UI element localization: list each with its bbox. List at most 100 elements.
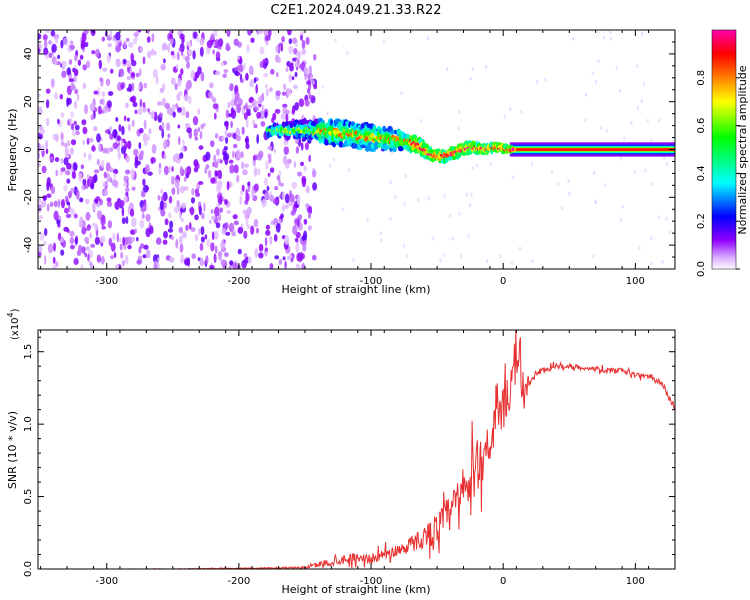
noise-blob — [54, 92, 58, 100]
noise-blob — [85, 198, 90, 205]
noise-blob — [202, 122, 206, 127]
noise-blob — [144, 140, 148, 147]
noise-speck — [572, 37, 575, 41]
noise-blob — [74, 124, 80, 131]
noise-blob — [215, 51, 221, 60]
noise-speck — [347, 168, 351, 173]
noise-blob — [291, 109, 296, 115]
noise-blob — [125, 191, 129, 197]
noise-blob — [223, 146, 228, 151]
noise-blob — [260, 121, 266, 127]
noise-blob — [164, 218, 169, 226]
noise-blob — [63, 157, 69, 166]
noise-blob — [191, 188, 195, 196]
noise-blob — [174, 83, 178, 91]
noise-speck — [630, 121, 633, 126]
noise-blob — [70, 82, 75, 91]
noise-blob — [308, 154, 312, 162]
noise-blob — [96, 254, 102, 263]
noise-blob — [265, 160, 269, 170]
noise-speck — [551, 170, 554, 175]
noise-speck — [443, 194, 446, 199]
noise-blob — [126, 60, 131, 68]
noise-blob — [188, 222, 192, 230]
noise-blob — [236, 174, 240, 183]
noise-blob — [275, 44, 279, 54]
noise-blob — [170, 50, 175, 56]
noise-blob — [48, 40, 52, 45]
noise-blob — [91, 201, 96, 211]
noise-blob — [65, 213, 72, 219]
noise-blob — [189, 206, 195, 216]
noise-blob — [184, 55, 190, 63]
noise-blob — [109, 68, 114, 74]
snr-series-line — [38, 330, 675, 569]
noise-blob — [41, 144, 45, 152]
noise-blob — [295, 263, 300, 269]
noise-blob — [281, 191, 286, 200]
noise-blob — [296, 50, 302, 60]
noise-blob — [186, 61, 190, 69]
noise-blob — [121, 259, 126, 267]
noise-blob — [163, 58, 166, 64]
noise-blob — [214, 245, 218, 254]
noise-speck — [650, 261, 653, 266]
snr-y-tick-label: 0.5 — [23, 489, 34, 505]
noise-blob — [139, 68, 142, 76]
noise-blob — [244, 137, 248, 143]
noise-blob — [90, 114, 95, 121]
noise-blob — [99, 77, 104, 82]
colorbar-gradient — [711, 29, 737, 270]
colorbar: 0.0 0.2 0.4 0.6 0.8 Normalized spectral ampl… — [696, 29, 749, 277]
noise-speck — [618, 89, 622, 93]
noise-blob — [282, 155, 288, 165]
noise-blob — [168, 195, 173, 204]
noise-speck — [341, 207, 345, 212]
noise-blob — [130, 168, 135, 179]
noise-blob — [301, 39, 306, 50]
noise-blob — [290, 210, 296, 216]
noise-speck — [633, 169, 636, 174]
noise-blob — [45, 30, 50, 34]
noise-speck — [457, 126, 460, 131]
noise-blob — [296, 253, 301, 262]
noise-speck — [403, 202, 406, 207]
noise-blob — [102, 147, 108, 154]
snr-y-tick-label: 0.0 — [23, 561, 34, 577]
noise-blob — [115, 117, 119, 122]
noise-blob — [252, 155, 256, 161]
snr-multiplier-exp: 4 — [6, 312, 15, 317]
noise-blob — [214, 206, 220, 217]
noise-blob — [75, 235, 78, 245]
noise-blob — [301, 253, 305, 260]
noise-blob — [188, 131, 193, 139]
noise-blob — [38, 48, 41, 53]
noise-speck — [448, 213, 452, 218]
noise-blob — [69, 236, 75, 245]
noise-blob — [264, 177, 268, 187]
noise-blob — [197, 127, 201, 133]
noise-blob — [57, 54, 61, 60]
noise-blob — [269, 194, 275, 202]
noise-speck — [352, 257, 355, 262]
noise-blob — [75, 130, 80, 136]
noise-blob — [198, 205, 202, 216]
colorbar-tick-label: 0.4 — [696, 165, 707, 181]
noise-blob — [60, 249, 65, 256]
snr-ylabel: SNR (10 * v/v) — [6, 411, 19, 489]
noise-blob — [209, 264, 215, 269]
noise-blob — [60, 237, 64, 243]
noise-blob — [115, 58, 121, 68]
noise-speck — [427, 196, 430, 201]
noise-blob — [285, 113, 289, 123]
noise-blob — [48, 52, 53, 59]
noise-blob — [140, 150, 145, 157]
noise-blob — [129, 96, 135, 102]
noise-speck — [619, 217, 623, 222]
noise-blob — [213, 112, 217, 120]
noise-blob — [124, 236, 129, 246]
noise-blob — [81, 227, 87, 235]
noise-blob — [127, 244, 132, 250]
noise-speck — [640, 98, 643, 103]
noise-blob — [247, 30, 252, 36]
